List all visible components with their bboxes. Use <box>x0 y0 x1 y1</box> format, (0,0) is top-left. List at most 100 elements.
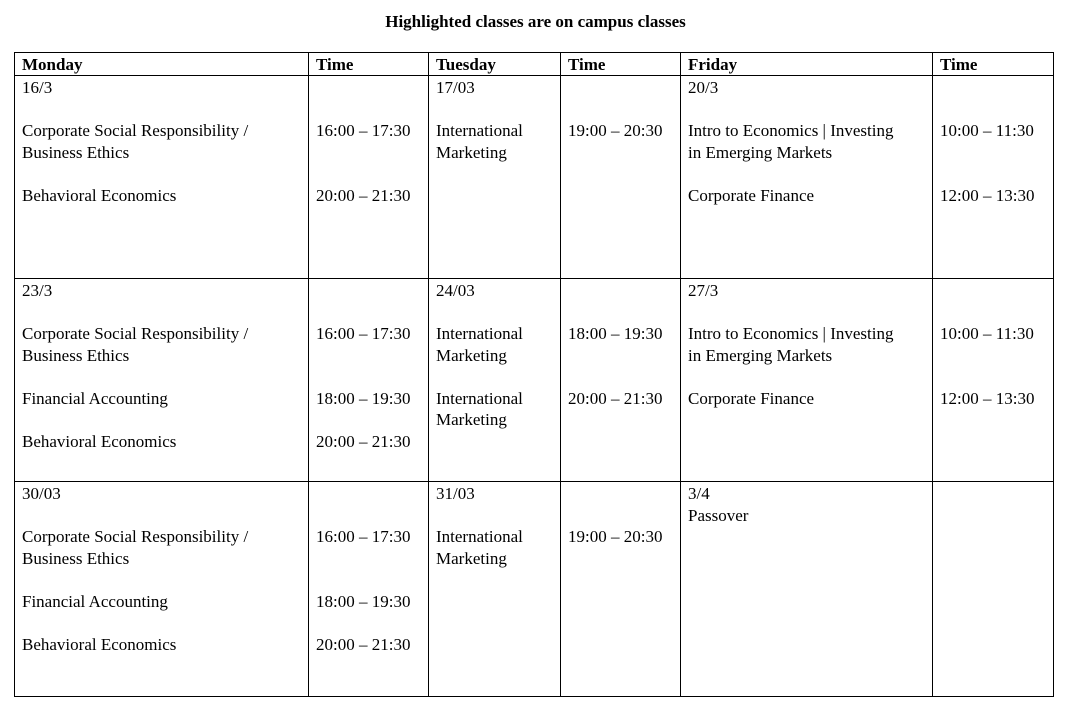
cell-line <box>22 612 301 634</box>
time-slot: 16:00 – 17:30 <box>316 324 411 343</box>
cell-line: Corporate Social Responsibility / <box>22 121 249 140</box>
cell-line: 30/03 <box>22 484 61 503</box>
cell-tuesday-time: 18:00 – 19:30 20:00 – 21:30 <box>560 278 681 482</box>
time-slot <box>316 142 421 164</box>
time-slot: 19:00 – 20:30 <box>568 121 663 140</box>
cell-line <box>436 302 553 324</box>
cell-line: 3/4 <box>688 484 710 503</box>
time-slot: 10:00 – 11:30 <box>940 121 1034 140</box>
time-slot: 19:00 – 20:30 <box>568 527 663 546</box>
cell-friday-time: 10:00 – 11:30 12:00 – 13:30 <box>932 75 1054 279</box>
time-slot: 18:00 – 19:30 <box>568 324 663 343</box>
time-slot <box>316 612 421 634</box>
cell-line <box>22 366 301 388</box>
time-slot: 16:00 – 17:30 <box>316 121 411 140</box>
time-slot <box>940 77 1046 99</box>
time-slot <box>316 483 421 505</box>
cell-line: 16/3 <box>22 78 53 97</box>
cell-line: Intro to Economics | Investing <box>688 324 894 343</box>
week-row: 23/3 Corporate Social Responsibility / Bus… <box>14 278 1054 482</box>
time-slot <box>940 280 1046 302</box>
time-slot <box>316 77 421 99</box>
cell-line: Passover <box>688 505 749 525</box>
cell-line: Corporate Social Responsibility / <box>22 324 249 343</box>
cell-line: 23/3 <box>22 281 53 300</box>
time-slot <box>316 366 421 388</box>
cell-line: International <box>436 121 523 140</box>
cell-line: 17/03 <box>436 78 475 97</box>
cell-line: Financial Accounting <box>22 388 168 408</box>
cell-line: Behavioral Economics <box>22 431 177 451</box>
cell-line <box>436 505 553 527</box>
time-slot: 10:00 – 11:30 <box>940 324 1034 343</box>
cell-tuesday: 17/03 International Marketing <box>428 75 561 279</box>
time-slot <box>316 163 421 185</box>
time-slot <box>568 483 673 505</box>
time-slot <box>316 280 421 302</box>
time-slot: 20:00 – 21:30 <box>316 185 411 205</box>
cell-line <box>22 569 301 591</box>
cell-line: Business Ethics <box>22 142 130 162</box>
cell-line: Behavioral Economics <box>22 185 177 205</box>
cell-monday: 23/3 Corporate Social Responsibility / Bus… <box>14 278 309 482</box>
header-tuesday-time: Time <box>560 52 681 76</box>
week-row: 16/3 Corporate Social Responsibility / Bus… <box>14 75 1054 279</box>
cell-line: Corporate Finance <box>688 388 815 408</box>
time-slot <box>316 345 421 367</box>
cell-line: 27/3 <box>688 281 719 300</box>
cell-line: International <box>436 527 523 546</box>
cell-tuesday: 31/03 International Marketing <box>428 481 561 697</box>
cell-monday: 30/03 Corporate Social Responsibility / Bu… <box>14 481 309 697</box>
time-slot: 12:00 – 13:30 <box>940 185 1035 205</box>
header-monday-time: Time <box>308 52 429 76</box>
cell-line <box>688 99 925 121</box>
time-slot: 16:00 – 17:30 <box>316 527 411 546</box>
time-slot <box>940 99 1046 121</box>
cell-friday: 3/4 Passover <box>680 481 933 697</box>
time-slot <box>568 99 673 121</box>
cell-line: Behavioral Economics <box>22 634 177 654</box>
time-slot <box>940 302 1046 324</box>
cell-line: Business Ethics <box>22 548 130 568</box>
time-slot <box>316 302 421 324</box>
cell-monday-time: 16:00 – 17:30 20:00 – 21:30 <box>308 75 429 279</box>
cell-line: International <box>436 324 523 343</box>
cell-line: Marketing <box>436 142 507 162</box>
header-monday: Monday <box>14 52 309 76</box>
cell-tuesday-time: 19:00 – 20:30 <box>560 481 681 697</box>
cell-friday-time: 10:00 – 11:30 12:00 – 13:30 <box>932 278 1054 482</box>
time-slot <box>940 366 1046 388</box>
time-slot <box>568 77 673 99</box>
cell-tuesday-time: 19:00 – 20:30 <box>560 75 681 279</box>
cell-monday-time: 16:00 – 17:30 18:00 – 19:30 20:00 – 21:30 <box>308 278 429 482</box>
cell-line <box>22 409 301 431</box>
header-friday: Friday <box>680 52 933 76</box>
cell-line: Marketing <box>436 345 507 365</box>
header-tuesday: Tuesday <box>428 52 561 76</box>
time-slot <box>316 409 421 431</box>
cell-line: International <box>436 388 523 408</box>
cell-tuesday: 24/03 International Marketing International… <box>428 278 561 482</box>
document-title: Highlighted classes are on campus classe… <box>385 12 686 31</box>
cell-friday: 27/3 Intro to Economics | Investing in Eme… <box>680 278 933 482</box>
header-friday-time: Time <box>932 52 1054 76</box>
time-slot: 20:00 – 21:30 <box>316 634 411 654</box>
time-slot: 18:00 – 19:30 <box>316 388 411 408</box>
cell-line: Marketing <box>436 548 507 568</box>
cell-line: Financial Accounting <box>22 591 168 611</box>
cell-line: Marketing <box>436 410 507 429</box>
cell-line: Intro to Economics | Investing <box>688 121 894 140</box>
header-row: Monday Time Tuesday Time Friday Time <box>14 52 1054 76</box>
time-slot: 12:00 – 13:30 <box>940 388 1035 408</box>
cell-line <box>436 366 553 388</box>
cell-line: in Emerging Markets <box>688 142 833 162</box>
schedule-table: Monday Time Tuesday Time Friday Time 16/3 Corp… <box>14 52 1054 697</box>
time-slot <box>568 345 673 367</box>
cell-line: 31/03 <box>436 484 475 503</box>
time-slot <box>316 548 421 570</box>
time-slot <box>316 569 421 591</box>
time-slot <box>568 280 673 302</box>
cell-line <box>688 302 925 324</box>
time-slot <box>316 99 421 121</box>
time-slot <box>568 505 673 527</box>
